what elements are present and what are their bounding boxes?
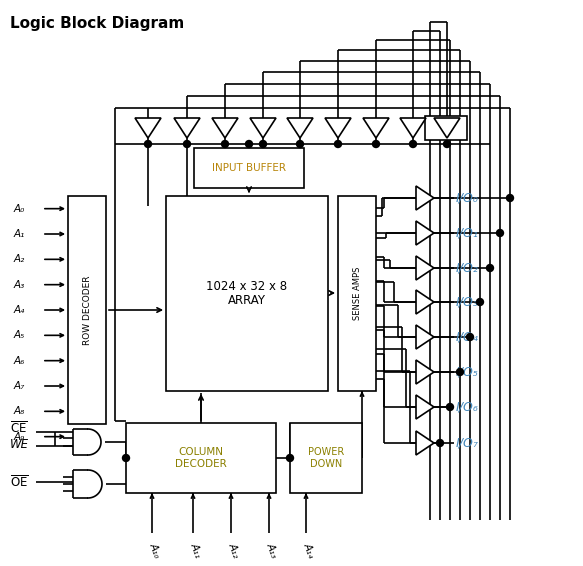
Circle shape	[456, 368, 463, 375]
Text: A₉: A₉	[14, 432, 25, 441]
Circle shape	[409, 140, 416, 148]
Text: A₄: A₄	[14, 305, 25, 315]
Text: A₁₁: A₁₁	[189, 541, 203, 559]
Polygon shape	[325, 118, 351, 138]
Text: A₁₃: A₁₃	[265, 541, 279, 559]
Polygon shape	[363, 118, 389, 138]
Text: SENSE AMPS: SENSE AMPS	[353, 267, 361, 320]
Circle shape	[335, 140, 342, 148]
Text: A₃: A₃	[14, 280, 25, 290]
Text: $\overline{\rm CE}$: $\overline{\rm CE}$	[10, 420, 27, 436]
Circle shape	[286, 454, 293, 461]
Circle shape	[259, 140, 266, 148]
Circle shape	[444, 140, 451, 148]
Polygon shape	[135, 118, 161, 138]
Polygon shape	[416, 221, 434, 245]
Circle shape	[476, 298, 483, 306]
Bar	[166, 196, 328, 391]
Text: I/O₅: I/O₅	[456, 366, 479, 379]
Bar	[68, 196, 106, 424]
Circle shape	[497, 229, 504, 237]
Text: A₁₂: A₁₂	[227, 541, 241, 559]
Polygon shape	[416, 290, 434, 314]
Text: A₁₀: A₁₀	[147, 541, 162, 559]
Bar	[338, 196, 376, 391]
Text: A₅: A₅	[14, 331, 25, 340]
Text: A₇: A₇	[14, 381, 25, 391]
Circle shape	[245, 140, 252, 148]
Text: I/O₂: I/O₂	[456, 261, 479, 275]
Text: COLUMN
DECODER: COLUMN DECODER	[175, 447, 227, 469]
Bar	[290, 423, 362, 493]
Polygon shape	[287, 118, 313, 138]
Circle shape	[373, 140, 380, 148]
Polygon shape	[434, 118, 460, 138]
Text: WE: WE	[10, 438, 29, 451]
Text: I/O₄: I/O₄	[456, 331, 479, 344]
Polygon shape	[416, 256, 434, 280]
Text: INPUT BUFFER: INPUT BUFFER	[212, 163, 286, 173]
Circle shape	[486, 264, 493, 272]
Circle shape	[507, 195, 514, 201]
Polygon shape	[250, 118, 276, 138]
Circle shape	[447, 404, 454, 410]
Polygon shape	[212, 118, 238, 138]
Text: ROW DECODER: ROW DECODER	[83, 275, 92, 345]
Polygon shape	[416, 325, 434, 349]
Bar	[126, 423, 276, 493]
Circle shape	[122, 454, 129, 461]
Text: A₁₄: A₁₄	[301, 541, 317, 559]
Circle shape	[437, 440, 444, 447]
Text: $\overline{\rm OE}$: $\overline{\rm OE}$	[10, 474, 29, 490]
Circle shape	[145, 140, 152, 148]
Text: POWER
DOWN: POWER DOWN	[308, 447, 344, 469]
Text: I/O₁: I/O₁	[456, 226, 479, 239]
Polygon shape	[174, 118, 200, 138]
Text: Logic Block Diagram: Logic Block Diagram	[10, 16, 184, 31]
Text: I/O₆: I/O₆	[456, 401, 479, 414]
Polygon shape	[416, 186, 434, 210]
Text: A₁: A₁	[14, 229, 25, 239]
Circle shape	[466, 333, 473, 341]
Text: A₂: A₂	[14, 254, 25, 264]
Polygon shape	[416, 431, 434, 455]
Text: A₆: A₆	[14, 355, 25, 366]
Text: A₈: A₈	[14, 406, 25, 417]
Polygon shape	[416, 360, 434, 384]
Text: I/O₃: I/O₃	[456, 295, 479, 308]
Bar	[194, 148, 304, 188]
Text: 1024 x 32 x 8
ARRAY: 1024 x 32 x 8 ARRAY	[206, 280, 287, 307]
Circle shape	[184, 140, 191, 148]
Text: I/O₇: I/O₇	[456, 436, 479, 449]
Polygon shape	[400, 118, 426, 138]
Polygon shape	[416, 395, 434, 419]
Bar	[425, 116, 467, 140]
Text: I/O₀: I/O₀	[456, 191, 479, 204]
Circle shape	[222, 140, 229, 148]
Circle shape	[297, 140, 304, 148]
Text: A₀: A₀	[14, 204, 25, 214]
